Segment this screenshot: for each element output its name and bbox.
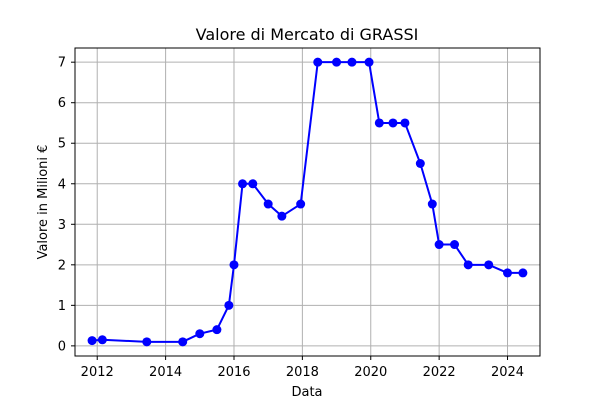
y-tick-label: 7 (58, 56, 66, 71)
series-line (92, 61, 523, 343)
data-point (229, 260, 239, 270)
data-point (427, 199, 437, 209)
data-point (195, 329, 205, 339)
data-point (142, 337, 152, 347)
x-tick-label: 2020 (354, 365, 387, 380)
data-point (97, 335, 107, 345)
x-tick-label: 2024 (491, 365, 524, 380)
data-point (400, 118, 410, 128)
y-tick-label: 3 (58, 218, 66, 233)
data-point (434, 240, 444, 250)
x-tick-label: 2014 (149, 365, 182, 380)
data-point (296, 199, 306, 209)
data-point (450, 240, 460, 250)
data-point (212, 325, 222, 335)
y-tick-label: 1 (58, 299, 66, 314)
data-point (364, 57, 374, 67)
data-point (87, 336, 97, 346)
series-group (87, 57, 528, 347)
data-point (518, 268, 528, 278)
data-point (248, 179, 258, 189)
plot-frame (74, 47, 541, 357)
x-tick-label: 2018 (286, 365, 319, 380)
data-point (313, 57, 323, 67)
data-point (263, 199, 273, 209)
x-tick-label: 2012 (81, 365, 114, 380)
data-point (374, 118, 384, 128)
data-point (238, 179, 248, 189)
data-point (178, 337, 188, 347)
y-tick-label: 4 (58, 177, 66, 192)
data-point (388, 118, 398, 128)
y-tick-label: 2 (58, 258, 66, 273)
data-point (332, 57, 342, 67)
data-point (484, 260, 494, 270)
y-tick-label: 5 (58, 137, 66, 152)
data-point (415, 159, 425, 168)
x-tick-label: 2022 (423, 365, 456, 380)
grid (75, 48, 540, 356)
data-point (277, 211, 287, 221)
y-tick-label: 0 (58, 339, 66, 354)
data-point (463, 260, 473, 270)
x-axis-label: Data (291, 385, 322, 400)
chart-title: Valore di Mercato di GRASSI (196, 25, 419, 44)
y-tick-label: 6 (58, 96, 66, 111)
data-point (224, 300, 234, 310)
data-point (503, 268, 513, 278)
y-axis-label: Valore in Milioni € (36, 145, 51, 260)
x-tick-label: 2016 (217, 365, 250, 380)
axis-ticks: 2012 2014 2016 2018 2020 2022 2024 0 1 2 3 4 5 6 7 (58, 56, 524, 380)
data-point (347, 57, 357, 67)
